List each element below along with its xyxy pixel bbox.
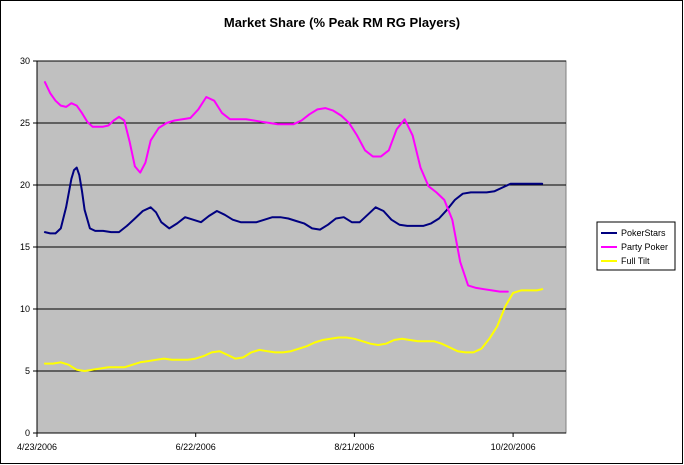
series-line-pokerstars [43, 166, 544, 235]
series-line-full-tilt [43, 288, 544, 372]
y-tick-label-4: 20 [20, 180, 30, 190]
series-line-party-poker [43, 81, 509, 293]
y-axis-ticks: 0 5 10 15 20 25 30 [20, 56, 37, 438]
y-tick-label-1: 5 [25, 366, 30, 376]
y-tick-label-2: 10 [20, 304, 30, 314]
legend-label-0: PokerStars [621, 228, 666, 238]
x-tick-label-3: 10/20/2006 [491, 442, 536, 452]
x-axis-ticks: 4/23/2006 6/22/2006 8/21/2006 10/20/2006 [17, 433, 536, 452]
x-tick-label-0: 4/23/2006 [17, 442, 57, 452]
y-tick-label-3: 15 [20, 242, 30, 252]
x-tick-label-1: 6/22/2006 [176, 442, 216, 452]
series-lines [43, 81, 544, 372]
legend: PokerStars Party Poker Full Tilt [596, 221, 676, 271]
chart-title: Market Share (% Peak RM RG Players) [224, 15, 460, 30]
legend-label-2: Full Tilt [621, 256, 650, 266]
y-tick-label-6: 30 [20, 56, 30, 66]
legend-label-1: Party Poker [621, 242, 668, 252]
x-tick-label-2: 8/21/2006 [334, 442, 374, 452]
y-tick-label-0: 0 [25, 428, 30, 438]
y-tick-label-5: 25 [20, 118, 30, 128]
